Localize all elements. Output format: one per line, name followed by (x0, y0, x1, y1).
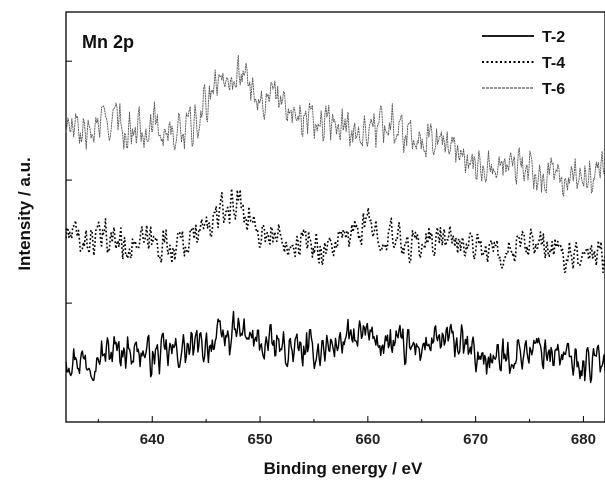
legend: T-2 T-4 T-6 (482, 29, 565, 98)
x-axis-ticks: 640 650 660 670 680 (97, 416, 596, 448)
x-tick-label: 670 (463, 431, 488, 448)
series-layer (65, 55, 605, 384)
x-tick-label: 650 (248, 431, 273, 448)
series-line-t-2 (65, 310, 605, 384)
x-axis-label: Binding energy / eV (264, 459, 423, 478)
series-line-t-4 (65, 187, 605, 274)
x-tick-label: 680 (571, 431, 596, 448)
legend-label-t-2: T-2 (542, 29, 565, 46)
y-axis-label: Intensity / a.u. (15, 157, 34, 270)
legend-label-t-6: T-6 (542, 81, 565, 98)
legend-label-t-4: T-4 (542, 55, 565, 72)
mn-2p-annotation: Mn 2p (82, 32, 134, 52)
series-line-t-6 (65, 55, 605, 197)
plot-frame (65, 11, 605, 423)
y-axis-ticks (66, 60, 72, 304)
x-tick-label: 660 (355, 431, 380, 448)
x-tick-label: 640 (140, 431, 165, 448)
